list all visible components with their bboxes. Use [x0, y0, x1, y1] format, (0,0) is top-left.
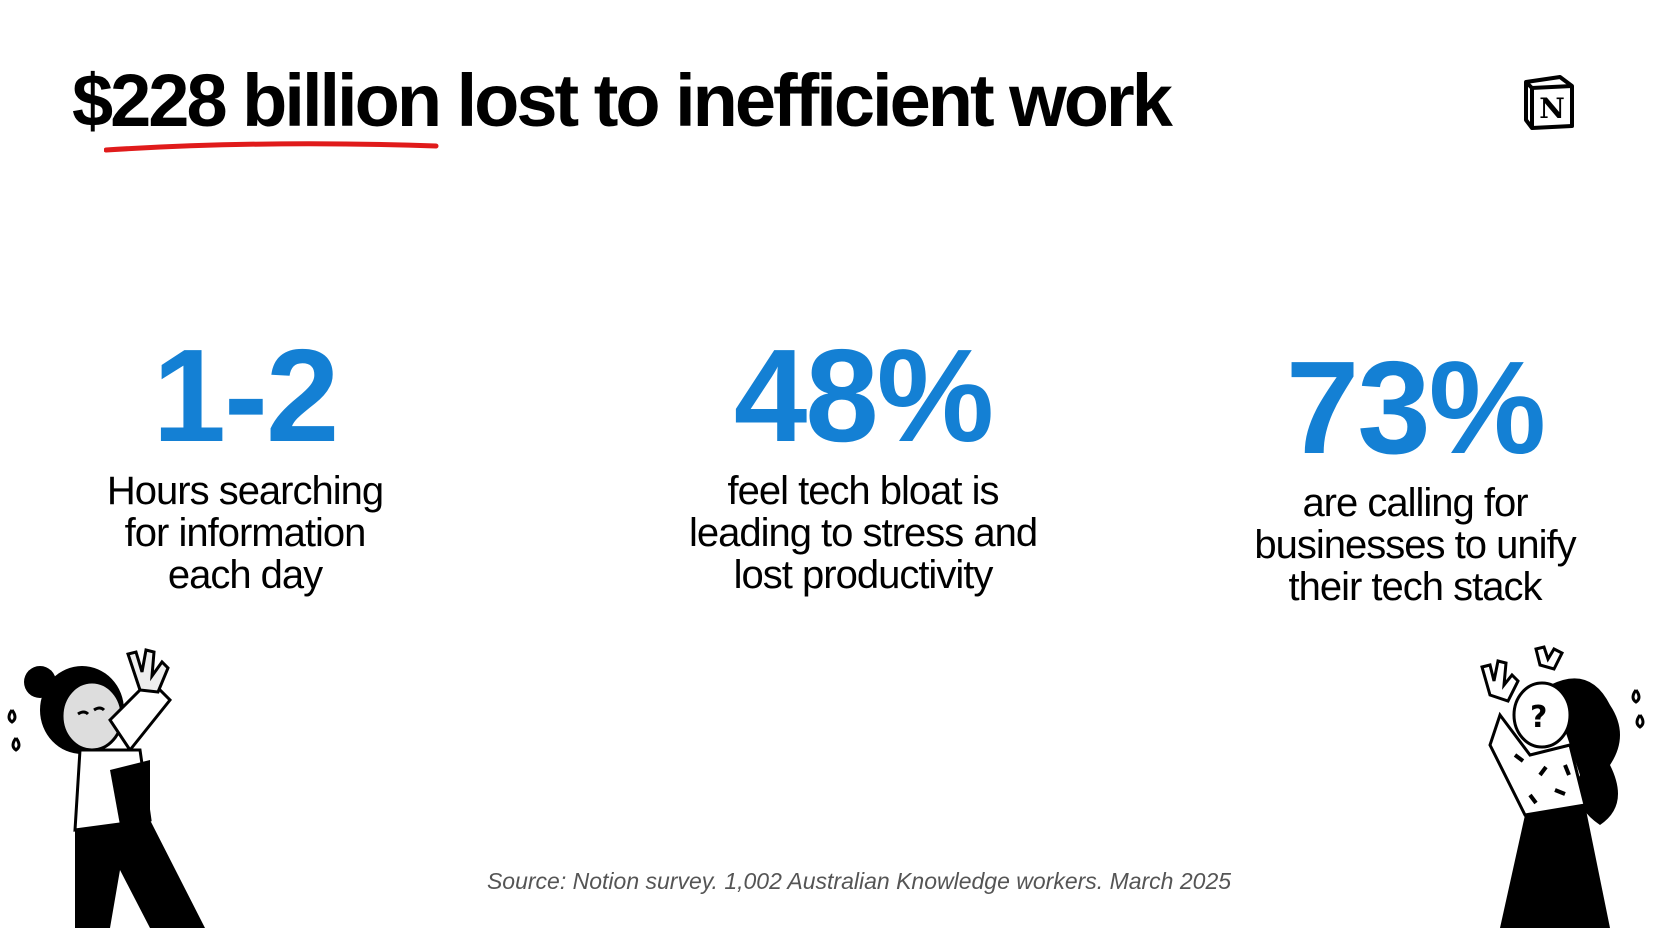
stat-label-line: businesses to unify [1254, 523, 1576, 567]
source-note: Source: Notion survey. 1,002 Australian … [486, 868, 1232, 894]
svg-text:N: N [1539, 92, 1565, 125]
stat-value: 73% [1285, 334, 1546, 481]
stat-label-line: feel tech bloat is [727, 469, 999, 513]
stat-label-line: Hours searching [106, 469, 384, 513]
stat-label: are calling for businesses to unify thei… [1205, 482, 1625, 608]
stat-value: 48% [733, 322, 994, 469]
stat-value: 1-2 [152, 322, 340, 469]
stat-label-line: each day [167, 553, 323, 597]
svg-text:?: ? [1530, 700, 1547, 735]
stressed-person-left-illustration [7, 648, 205, 928]
stat-label: Hours searching for information each day [35, 470, 455, 596]
title-underline [104, 141, 439, 153]
stat-label-line: their tech stack [1288, 565, 1542, 609]
stat-tech-bloat: 48% feel tech bloat is leading to stress… [653, 322, 1073, 597]
stat-unify-tech-stack: 73% are calling for businesses to unify … [1205, 334, 1625, 609]
page-title: $228 billion lost to inefficient work [72, 59, 1173, 142]
stat-label: feel tech bloat is leading to stress and… [653, 470, 1073, 596]
stat-label-line: for information [124, 511, 367, 555]
notion-logo-icon: N [1524, 75, 1574, 130]
stressed-person-right-illustration: ? [1480, 645, 1645, 928]
stat-label-line: are calling for [1302, 481, 1528, 525]
stat-hours-searching: 1-2 Hours searching for information each… [35, 322, 455, 597]
stat-label-line: lost productivity [733, 553, 994, 597]
stat-label-line: leading to stress and [688, 511, 1038, 555]
